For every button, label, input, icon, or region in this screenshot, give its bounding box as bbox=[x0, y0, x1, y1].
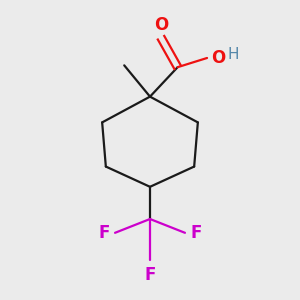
Text: O: O bbox=[154, 16, 168, 34]
Text: F: F bbox=[98, 224, 110, 242]
Text: F: F bbox=[190, 224, 202, 242]
Text: H: H bbox=[227, 47, 239, 62]
Text: O: O bbox=[211, 49, 225, 67]
Text: F: F bbox=[144, 266, 156, 284]
